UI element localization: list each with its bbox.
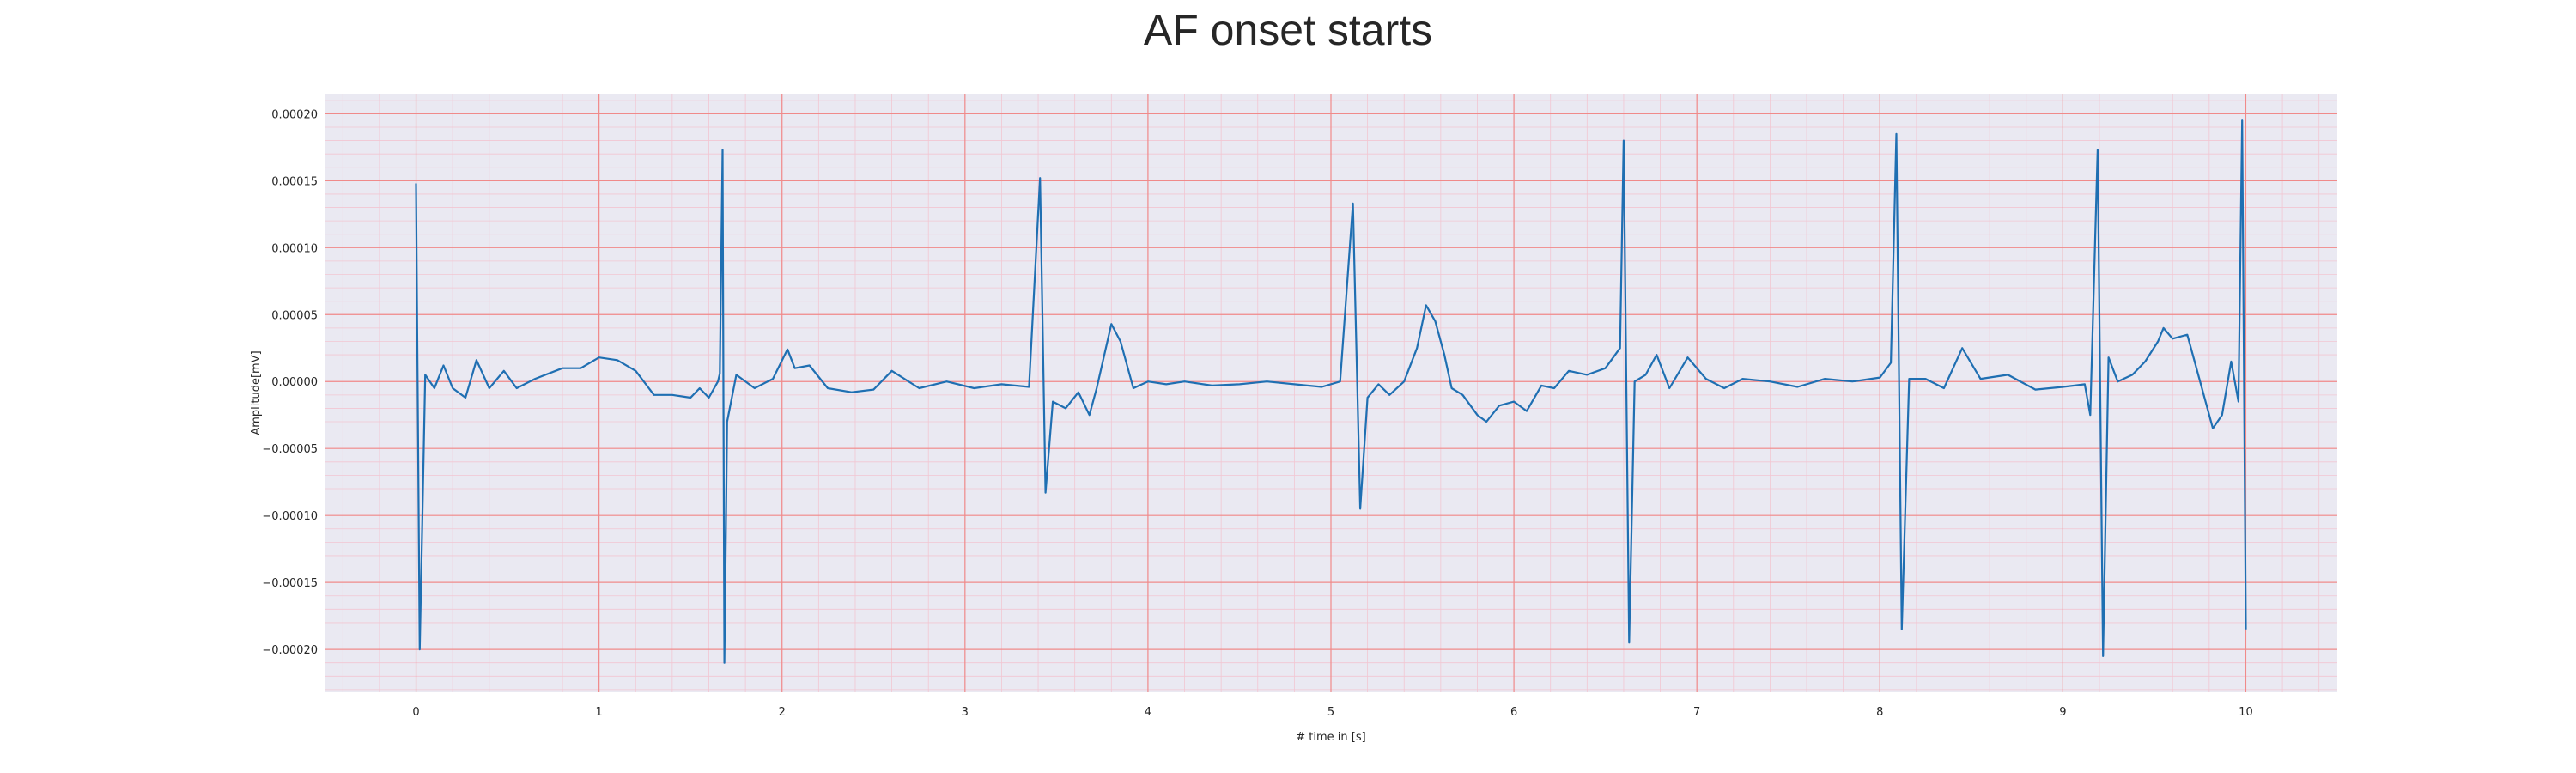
- x-axis-label: # time in [s]: [1296, 731, 1365, 744]
- y-tick-label: 0.00005: [271, 309, 318, 322]
- y-tick-label: −0.00020: [262, 644, 318, 657]
- x-tick-label: 10: [2239, 706, 2253, 719]
- major-grid: [325, 94, 2337, 692]
- chart-title: AF onset starts: [1143, 6, 1433, 54]
- ecg-trace-line: [415, 119, 2247, 664]
- y-tick-label: 0.00020: [271, 108, 318, 121]
- x-tick-label: 2: [779, 706, 786, 719]
- y-tick-label: 0.00000: [271, 376, 318, 389]
- y-tick-label: −0.00015: [262, 577, 318, 590]
- x-tick-label: 6: [1510, 706, 1517, 719]
- y-tick-label: −0.00010: [262, 510, 318, 523]
- x-tick-label: 8: [1876, 706, 1883, 719]
- y-tick-label: −0.00005: [262, 443, 318, 456]
- y-tick-labels: 0.00020 0.00015 0.00010 0.00005 0.00000 −0.00…: [262, 108, 318, 657]
- x-tick-label: 4: [1145, 706, 1151, 719]
- y-axis-label: Amplitude[mV]: [250, 350, 263, 435]
- y-tick-label: 0.00015: [271, 175, 318, 188]
- x-tick-label: 9: [2059, 706, 2066, 719]
- x-tick-label: 1: [595, 706, 602, 719]
- y-tick-label: 0.00010: [271, 242, 318, 255]
- x-tick-label: 7: [1693, 706, 1700, 719]
- x-tick-label: 0: [412, 706, 419, 719]
- x-tick-label: 5: [1327, 706, 1334, 719]
- x-tick-label: 3: [962, 706, 969, 719]
- x-tick-labels: 0 1 2 3 4 5 6 7 8 9 10: [412, 706, 2252, 719]
